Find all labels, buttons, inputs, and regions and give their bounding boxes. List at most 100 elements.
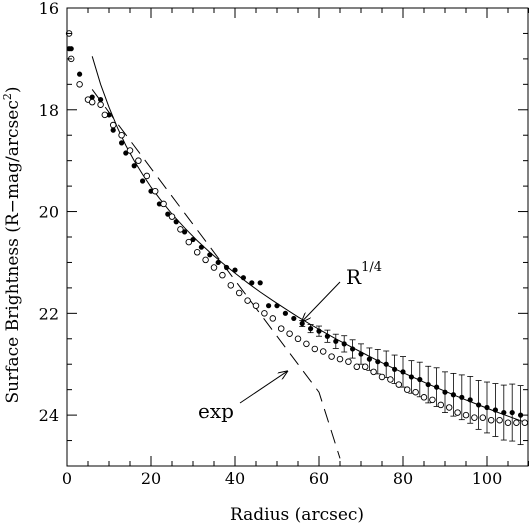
filled-data-point <box>308 326 314 332</box>
filled-data-point <box>119 140 125 146</box>
open-data-point <box>504 419 512 426</box>
filled-data-point <box>77 71 83 77</box>
annotation-r14-base: R <box>346 265 362 289</box>
axes <box>66 7 529 467</box>
filled-data-point <box>392 366 398 372</box>
filled-data-point <box>291 315 297 322</box>
exp-fit-line <box>91 89 341 459</box>
open-data-point <box>101 111 109 119</box>
filled-data-point <box>98 97 104 103</box>
x-tick-label: 100 <box>472 469 503 488</box>
open-data-point <box>319 348 327 355</box>
open-data-point <box>420 394 428 401</box>
x-axis-label: Radius (arcsec) <box>230 505 364 525</box>
r14-fit-line <box>91 56 525 423</box>
y-tick-label: 24 <box>39 406 59 425</box>
open-data-point <box>88 98 96 106</box>
x-tick-label: 60 <box>309 469 329 488</box>
filled-data-point <box>450 392 456 398</box>
open-data-point <box>126 147 134 154</box>
x-tick-label: 20 <box>141 469 161 488</box>
open-data-point <box>336 355 344 363</box>
open-data-point <box>202 256 209 264</box>
filled-data-point <box>358 351 364 357</box>
filled-data-point <box>68 46 74 52</box>
open-data-point <box>219 271 226 279</box>
annotations: R1/4 exp <box>198 260 382 423</box>
filled-data-point <box>350 346 356 352</box>
filled-data-point <box>501 409 507 416</box>
open-data-point <box>445 404 453 411</box>
filled-data-point <box>333 338 339 344</box>
open-data-point <box>513 419 520 426</box>
open-data-point <box>210 264 218 271</box>
open-data-point <box>261 310 268 317</box>
open-data-point <box>471 414 478 421</box>
open-data-point <box>269 315 277 322</box>
filled-data-point <box>257 280 263 286</box>
open-data-point <box>252 302 260 309</box>
model-curves <box>91 56 525 459</box>
open-data-point <box>395 381 403 388</box>
x-tick-label: 0 <box>62 469 72 488</box>
annotation-exp-arrow <box>239 371 287 404</box>
filled-data-point <box>366 356 372 362</box>
y-tick-label: 20 <box>39 203 59 222</box>
open-data-point <box>462 411 470 419</box>
filled-data-point <box>110 127 116 133</box>
filled-data-point <box>459 394 465 400</box>
open-data-point <box>437 401 445 409</box>
filled-data-point <box>383 361 389 367</box>
open-data-point <box>177 226 184 233</box>
filled-data-point <box>476 402 482 408</box>
filled-data-point <box>207 252 213 258</box>
open-data-point <box>487 416 495 424</box>
open-data-point <box>412 388 419 396</box>
filled-data-point <box>240 275 246 281</box>
open-data-point <box>387 376 394 383</box>
filled-data-point <box>467 397 473 403</box>
open-data-point <box>353 363 361 371</box>
filled-data-point <box>266 303 272 309</box>
filled-data-point <box>509 409 515 416</box>
x-tick-label: 40 <box>225 469 245 488</box>
filled-data-point <box>131 163 137 169</box>
annotation-r14-exponent: 1/4 <box>361 260 382 275</box>
filled-data-point <box>282 310 288 316</box>
open-data-point <box>244 297 251 304</box>
filled-data-point <box>484 404 490 411</box>
open-data-point <box>151 187 159 195</box>
open-data-point <box>97 101 104 108</box>
open-data-point <box>277 325 285 332</box>
y-axis-label-main: Surface Brightness (R−mag/arcsec <box>3 100 23 403</box>
open-data-point <box>143 172 151 180</box>
filled-data-point <box>215 259 221 266</box>
filled-data-point <box>408 374 414 380</box>
open-data-point <box>345 358 352 365</box>
open-data-point <box>109 121 117 129</box>
open-data-point <box>311 345 319 353</box>
filled-data-point <box>316 328 322 334</box>
open-data-point <box>454 409 461 416</box>
filled-data-point <box>224 264 230 271</box>
y-axis-label-exponent: 2 <box>1 93 14 100</box>
filled-data-point <box>173 219 179 225</box>
open-data-point <box>235 289 243 297</box>
filled-data-point <box>198 244 204 250</box>
open-data-point <box>227 282 235 289</box>
filled-data-point <box>341 341 347 347</box>
filled-data-point <box>400 369 406 375</box>
open-data-point <box>160 200 167 208</box>
open-data-point <box>378 373 386 381</box>
error-bars <box>299 320 524 446</box>
annotation-exp: exp <box>198 399 234 423</box>
y-tick-label: 22 <box>39 304 59 323</box>
open-data-point <box>303 340 310 348</box>
open-data-point <box>135 157 142 164</box>
open-data-point <box>328 353 335 360</box>
open-data-point <box>76 81 83 88</box>
x-tick-label: 80 <box>393 469 413 488</box>
y-tick-label: 18 <box>39 101 59 120</box>
annotation-r14: R1/4 <box>346 260 382 289</box>
open-data-point <box>185 238 193 246</box>
